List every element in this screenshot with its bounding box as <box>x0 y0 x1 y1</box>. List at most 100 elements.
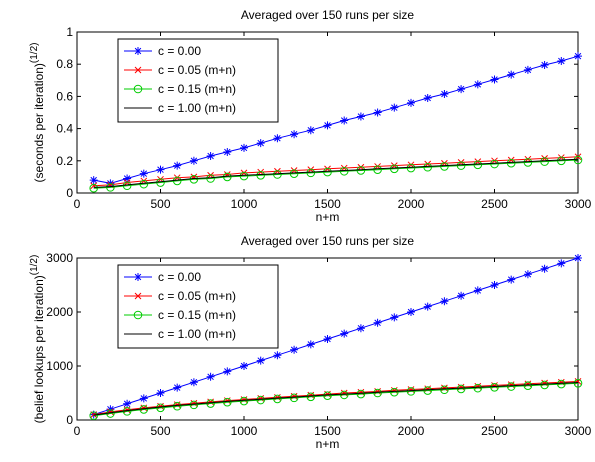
y-tick-label: 0.8 <box>56 57 73 71</box>
data-point <box>189 378 198 387</box>
data-point <box>473 383 483 393</box>
y-tick-label: 1 <box>66 25 73 39</box>
data-point <box>540 264 549 273</box>
data-point <box>573 378 583 388</box>
data-point <box>223 367 232 376</box>
series-4 <box>93 382 579 416</box>
data-point <box>457 85 466 94</box>
x-axis-label: n+m <box>316 210 340 224</box>
y-axis-label-exponent: (1/2) <box>29 255 40 276</box>
chart-title: Averaged over 150 runs per size <box>241 234 415 248</box>
data-point <box>189 156 198 165</box>
y-tick-label: 3000 <box>46 251 73 265</box>
data-point <box>290 130 299 139</box>
data-point <box>540 380 549 390</box>
series-4 <box>93 158 579 188</box>
x-tick-label: 1500 <box>314 424 341 438</box>
data-point <box>289 169 299 178</box>
data-point <box>574 254 582 262</box>
data-point <box>490 383 499 392</box>
legend-marker <box>133 84 143 94</box>
y-axis-label-exponent: (1/2) <box>29 43 40 64</box>
legend-marker <box>134 66 142 74</box>
series-line <box>93 159 579 189</box>
y-axis-label-main: (seconds per iteration) <box>32 63 46 182</box>
data-point <box>273 394 282 404</box>
data-point <box>574 52 582 61</box>
data-point <box>356 166 366 175</box>
data-point <box>473 160 483 170</box>
data-point <box>256 139 265 148</box>
data-point <box>206 151 215 160</box>
data-point <box>406 163 416 173</box>
x-tick-label: 0 <box>74 197 81 211</box>
x-tick-label: 0 <box>74 424 81 438</box>
data-point <box>356 324 365 333</box>
data-point <box>440 162 449 171</box>
data-point <box>356 389 366 399</box>
series-3 <box>89 155 583 193</box>
data-point <box>289 393 299 403</box>
data-point <box>339 166 349 176</box>
data-point <box>323 167 332 177</box>
data-point <box>557 259 566 268</box>
y-tick-label: 0.4 <box>56 122 73 136</box>
data-point <box>373 388 382 398</box>
y-axis-label: (seconds per iteration)(1/2) <box>29 43 46 183</box>
data-point <box>407 308 415 316</box>
data-point <box>239 396 249 406</box>
data-point <box>507 70 516 79</box>
x-tick-label: 3000 <box>565 197 592 211</box>
series-1 <box>89 254 582 419</box>
x-tick-label: 2000 <box>398 197 425 211</box>
data-point <box>306 340 315 349</box>
data-point <box>356 112 365 121</box>
chart-panel-2: 0 500 1000 1500 2000 2500 3000 0 1000 2000 3000 Ave… <box>29 234 592 451</box>
series-line <box>93 382 579 417</box>
legend-marker <box>134 47 142 55</box>
data-point <box>390 103 399 112</box>
legend-label: c = 0.00 <box>158 270 201 284</box>
x-tick-label: 3000 <box>565 424 592 438</box>
series-2 <box>90 378 582 418</box>
data-point <box>290 345 299 354</box>
data-point <box>423 162 433 172</box>
data-point <box>273 170 282 179</box>
data-point <box>256 356 265 365</box>
data-point <box>390 164 399 174</box>
data-point <box>123 174 132 183</box>
data-point <box>406 387 416 396</box>
data-point <box>306 126 315 135</box>
x-tick-label: 500 <box>150 197 170 211</box>
legend-label: c = 0.15 (m+n) <box>158 82 236 96</box>
data-point <box>440 297 449 306</box>
y-tick-label: 1000 <box>46 359 73 373</box>
data-point <box>456 161 466 170</box>
series-line <box>93 55 579 184</box>
data-point <box>557 156 566 166</box>
x-axis-label: n+m <box>316 437 340 451</box>
data-point <box>490 281 499 289</box>
legend-label: c = 1.00 (m+n) <box>158 327 236 341</box>
legend-label: c = 0.00 <box>158 44 201 58</box>
data-point <box>473 286 482 295</box>
data-point <box>239 171 249 181</box>
data-point <box>240 143 248 152</box>
legend-marker <box>134 292 142 300</box>
data-point <box>156 165 165 174</box>
data-point <box>206 399 215 408</box>
data-point <box>173 383 182 392</box>
chart-title: Averaged over 150 runs per size <box>241 8 415 22</box>
series-line <box>93 380 579 416</box>
data-point <box>373 318 382 327</box>
data-point <box>373 108 382 117</box>
data-point <box>440 89 449 98</box>
x-tick-label: 500 <box>150 424 170 438</box>
data-point <box>139 169 148 178</box>
x-tick-label: 2500 <box>481 197 508 211</box>
data-point <box>339 390 349 400</box>
data-point <box>340 116 349 125</box>
series-line <box>93 257 579 416</box>
y-tick-label: 2000 <box>46 305 73 319</box>
